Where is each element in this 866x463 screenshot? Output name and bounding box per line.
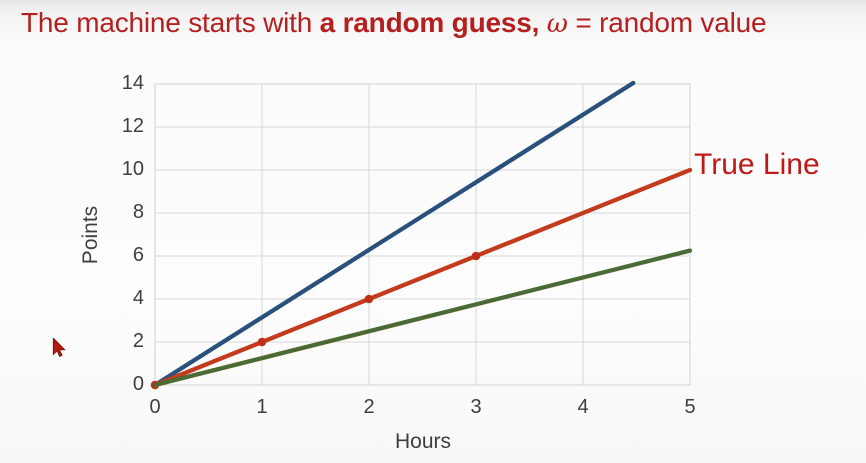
- y-tick-label: 4: [132, 287, 144, 310]
- y-tick-label: 6: [132, 244, 144, 267]
- y-tick-label: 14: [121, 72, 144, 95]
- x-tick-label: 5: [684, 396, 696, 418]
- title-text: The machine starts with: [21, 7, 320, 38]
- data-point-marker: [471, 251, 481, 261]
- title-bold-text: a random guess: [319, 7, 532, 38]
- y-tick-label: 12: [121, 115, 144, 138]
- data-point-marker: [257, 337, 267, 347]
- y-tick-label: 2: [132, 330, 144, 353]
- plot-border: [154, 83, 691, 386]
- mouse-cursor-icon: [52, 338, 66, 357]
- x-tick-label: 1: [256, 396, 268, 418]
- data-point-marker: [364, 294, 374, 304]
- x-tick-label: 2: [363, 396, 375, 418]
- y-tick-label: 10: [121, 158, 144, 181]
- series-true-line: [152, 167, 693, 388]
- x-axis-title: Hours: [394, 430, 452, 453]
- omega-symbol: ω: [546, 9, 568, 39]
- title-text-tail: = random value: [567, 7, 767, 38]
- x-tick-label: 0: [149, 396, 161, 418]
- y-tick-label: 8: [132, 201, 144, 224]
- series-random-guess-shallow-line: [152, 248, 693, 388]
- y-axis-title: Points: [79, 205, 102, 265]
- series-random-guess-steep-line: [152, 80, 636, 388]
- true-line-annotation: True Line: [694, 148, 820, 181]
- slide-title: The machine starts with a random guess, …: [21, 6, 851, 41]
- x-tick-label: 4: [577, 396, 589, 418]
- x-tick-label: 3: [470, 396, 482, 418]
- title-comma: ,: [531, 7, 547, 38]
- y-tick-label: 0: [132, 373, 144, 396]
